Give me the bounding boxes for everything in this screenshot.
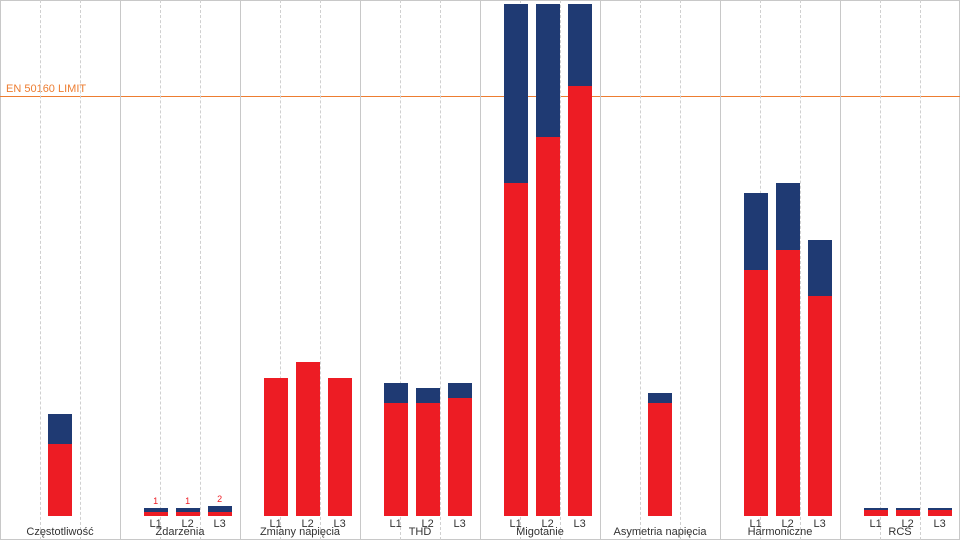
category-title: Częstotliwość: [0, 526, 120, 538]
bar-label: L2: [901, 518, 913, 530]
category-lane: [840, 0, 960, 540]
bar-label: L2: [781, 518, 793, 530]
bar-segment-blue: [568, 4, 592, 86]
bar-segment-red: [328, 378, 352, 516]
bar-label: L2: [541, 518, 553, 530]
grid-subline: [40, 0, 41, 540]
bar-label: L2: [181, 518, 193, 530]
bar-segment-blue: [808, 240, 832, 296]
bar-segment-red: [896, 510, 920, 516]
bar-segment-blue: [744, 193, 768, 270]
grid-subline: [800, 0, 801, 540]
bar: 2: [208, 506, 232, 516]
bar-segment-red: [928, 510, 952, 516]
bar: [744, 193, 768, 516]
bar-segment-red: [808, 296, 832, 516]
bar: [504, 4, 528, 516]
bar-segment-blue: [648, 393, 672, 403]
bar: 1: [176, 508, 200, 516]
bar-label: L2: [421, 518, 433, 530]
grid-subline: [80, 0, 81, 540]
bar: [416, 388, 440, 516]
grid-subline: [920, 0, 921, 540]
bar-label: L3: [933, 518, 945, 530]
category-lane: [120, 0, 241, 540]
bar-label: L2: [301, 518, 313, 530]
grid-subline: [640, 0, 641, 540]
bar-segment-red: [384, 403, 408, 516]
bar-segment-blue: [384, 383, 408, 403]
bar-segment-red: [176, 512, 200, 516]
bar-label: L1: [749, 518, 761, 530]
bar: [48, 414, 72, 516]
bar-segment-blue: [776, 183, 800, 250]
bar: [448, 383, 472, 516]
bar-label: L3: [813, 518, 825, 530]
bar-segment-red: [416, 403, 440, 516]
bar-label: L3: [453, 518, 465, 530]
grid-subline: [880, 0, 881, 540]
bar-segment-red: [776, 250, 800, 516]
bar-segment-red: [296, 362, 320, 516]
bar-segment-red: [208, 512, 232, 516]
bar-label: L3: [333, 518, 345, 530]
bar-segment-blue: [448, 383, 472, 398]
bar: [896, 508, 920, 516]
bar-segment-red: [536, 137, 560, 516]
bar-segment-blue: [48, 414, 72, 445]
grid-subline: [440, 0, 441, 540]
bar: [568, 4, 592, 516]
bar-label: L1: [269, 518, 281, 530]
bar-segment-red: [504, 183, 528, 516]
grid-subline: [680, 0, 681, 540]
chart: EN 50160 LIMITCzęstotliwośćZdarzenia1L11…: [0, 0, 960, 540]
bar: [384, 383, 408, 516]
bar-segment-red: [448, 398, 472, 516]
bar-segment-red: [48, 444, 72, 516]
bar-overlabel: 1: [185, 496, 190, 506]
bar-segment-red: [568, 86, 592, 516]
bar-segment-blue: [416, 388, 440, 403]
bar: [296, 362, 320, 516]
bar: [328, 378, 352, 516]
bar-segment-red: [864, 510, 888, 516]
bar: [864, 508, 888, 516]
bar-label: L3: [573, 518, 585, 530]
bar: [776, 183, 800, 516]
bar-label: L1: [389, 518, 401, 530]
bar-segment-blue: [536, 4, 560, 137]
bar-label: L3: [213, 518, 225, 530]
bar-segment-red: [264, 378, 288, 516]
bar-segment-red: [744, 270, 768, 516]
bar: [928, 508, 952, 516]
bar-label: L1: [509, 518, 521, 530]
bar-segment-blue: [504, 4, 528, 183]
bar-segment-red: [144, 512, 168, 516]
bar: [264, 378, 288, 516]
bar: [536, 4, 560, 516]
grid-subline: [200, 0, 201, 540]
bar: [648, 393, 672, 516]
bar: 1: [144, 508, 168, 516]
bar-segment-red: [648, 403, 672, 516]
bar-label: L1: [149, 518, 161, 530]
category-title: Asymetria napięcia: [600, 526, 720, 538]
bar-label: L1: [869, 518, 881, 530]
bar-overlabel: 2: [217, 494, 222, 504]
bar-overlabel: 1: [153, 496, 158, 506]
grid-subline: [320, 0, 321, 540]
bar: [808, 240, 832, 516]
grid-subline: [560, 0, 561, 540]
grid-subline: [160, 0, 161, 540]
